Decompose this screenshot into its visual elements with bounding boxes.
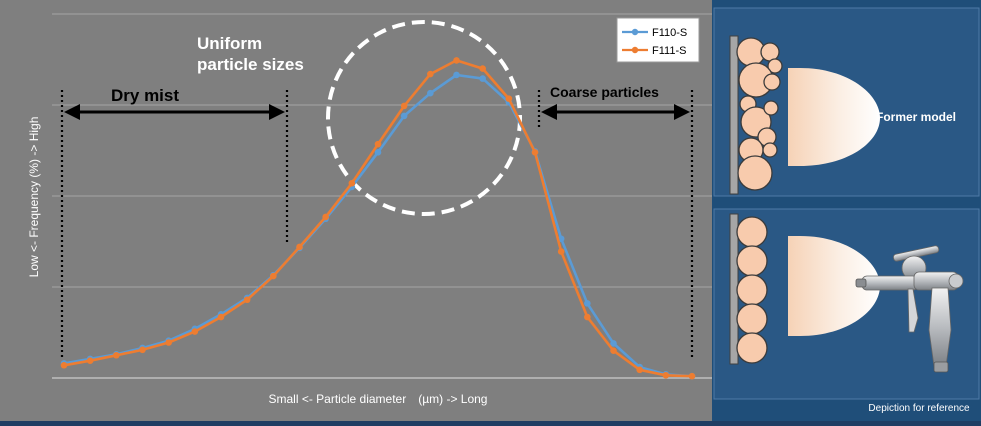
data-point-f111-s [662,371,670,379]
dry-mist-arrow [64,104,285,120]
range-markers [60,90,694,358]
data-point-f111-s [453,57,460,64]
data-point-f111-s [296,243,303,251]
data-point-f111-s [243,296,251,304]
data-point-f111-s [636,366,643,374]
reference-footnote: Depiction for reference [868,403,970,414]
new-spray-pattern [788,236,880,336]
uniform-label-line1: Uniform [197,34,262,53]
particle [760,42,780,62]
uniform-highlight-circle [326,20,522,216]
data-point-f111-s [610,347,617,355]
plot-background [0,0,712,421]
data-point-f111-s [270,272,277,280]
data-point-f111-s [217,313,225,321]
coarse-particles-label: Coarse particles [550,84,659,100]
former-spray-pattern [788,68,880,166]
particle [763,73,781,91]
data-point-f111-s [113,351,120,359]
data-point-f110-s [479,75,486,82]
data-point-f111-s [531,149,539,156]
data-point-f111-s [479,65,486,72]
former-substrate-plate [729,35,739,195]
particle [736,303,768,335]
data-point-f110-s [427,89,434,97]
legend-marker-f111 [631,46,639,54]
dry-mist-label: Dry mist [111,86,179,105]
data-point-f110-s [374,149,382,156]
former-model-illustration: Former model [713,7,980,197]
former-model-label: Former model [876,110,956,124]
former-particles [736,37,783,191]
legend-label-f111: F111-S [652,45,686,57]
data-point-f111-s [374,140,382,148]
legend-label-f110: F110-S [652,27,687,39]
particle [736,274,768,306]
data-point-f111-s [400,102,408,110]
data-point-f111-s [348,179,356,187]
spray-gun-image [855,245,964,373]
data-point-f111-s [60,361,68,369]
data-point-f111-s [557,248,565,255]
particle [736,332,768,364]
particle [763,100,779,116]
data-point-f111-s [322,213,329,221]
data-point-f110-s [610,340,617,347]
particle [737,155,773,191]
data-point-f111-s [584,313,591,321]
data-point-f111-s [688,372,696,380]
gridlines [52,13,712,379]
data-point-f111-s [427,70,434,78]
data-point-f111-s [505,95,513,102]
data-point-f111-s [86,357,94,365]
x-axis-label: Small <- Particle diameter (µm) -> Long [269,392,488,406]
particle [736,216,768,248]
particle [762,142,778,158]
side-panel: Former model Depiction for reference [712,0,981,421]
data-point-f110-s [453,71,460,79]
new-particles [736,216,768,364]
new-model-illustration [713,208,980,400]
coarse-arrow [541,104,690,120]
legend-box [616,17,700,63]
legend: F110-S F111-S [616,17,700,63]
particle [736,245,768,277]
data-point-f111-s [165,339,172,346]
y-axis-label: Low <- Frequency (%) -> High [27,117,41,278]
data-point-f110-s [584,300,591,307]
data-point-f111-s [139,346,146,354]
data-point-f111-s [191,328,199,335]
series-layer [60,57,696,380]
legend-marker-f110 [631,28,639,36]
data-point-f110-s [400,112,408,120]
particle [767,58,783,74]
uniform-label-line2: particle sizes [197,55,304,74]
